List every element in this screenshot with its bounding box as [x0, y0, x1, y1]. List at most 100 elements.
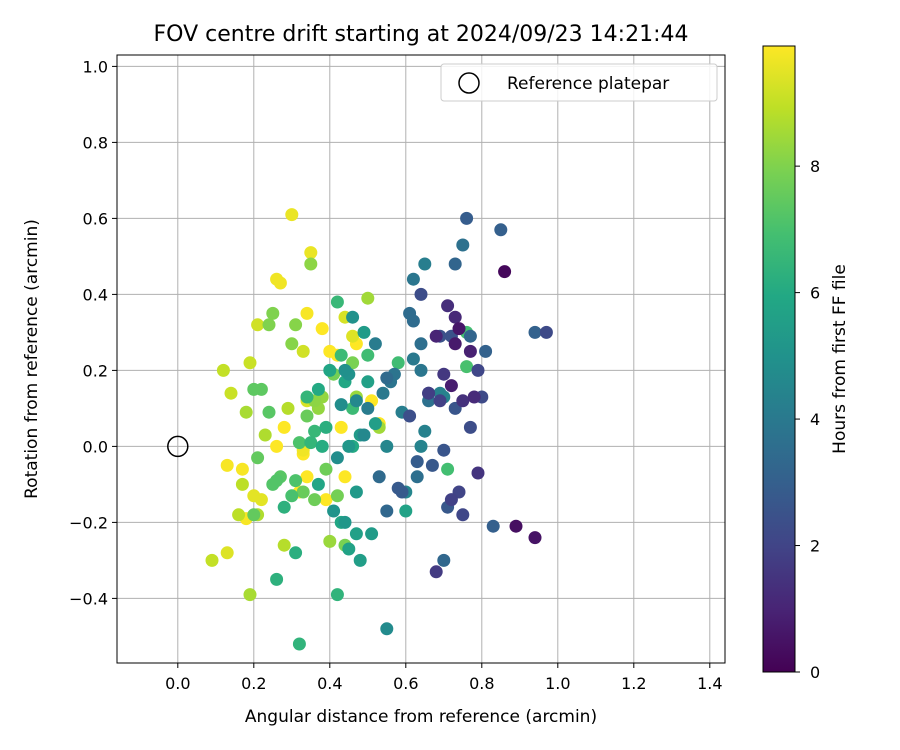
data-point — [205, 553, 219, 567]
data-point — [266, 306, 280, 320]
data-point — [342, 439, 356, 453]
x-tick-label: 1.0 — [545, 674, 570, 693]
x-axis-ticks: 0.0 0.2 0.4 0.6 0.8 1.0 1.2 1.4 — [165, 663, 723, 693]
data-point — [448, 257, 462, 271]
data-point — [258, 428, 272, 442]
data-point — [323, 363, 337, 377]
data-point — [441, 299, 455, 313]
data-point — [327, 504, 341, 518]
data-point — [330, 588, 344, 602]
data-point — [285, 337, 299, 351]
data-point — [277, 500, 291, 514]
data-point — [270, 572, 284, 586]
data-point — [338, 470, 352, 484]
data-point — [414, 337, 428, 351]
data-point — [349, 485, 363, 499]
data-point — [365, 527, 379, 541]
data-point — [391, 356, 405, 370]
x-tick-label: 0.4 — [317, 674, 342, 693]
data-point — [471, 363, 485, 377]
data-point — [539, 325, 553, 339]
x-tick-label: 0.2 — [241, 674, 266, 693]
x-tick-label: 0.8 — [469, 674, 494, 693]
data-point — [414, 363, 428, 377]
data-point — [414, 287, 428, 301]
data-point — [292, 436, 306, 450]
data-point — [262, 405, 276, 419]
data-point — [220, 458, 234, 472]
data-point — [315, 439, 329, 453]
data-point — [467, 390, 481, 404]
data-point — [251, 318, 265, 332]
data-point — [270, 474, 284, 488]
y-tick-label: 0.4 — [83, 285, 108, 304]
data-point — [334, 398, 348, 412]
data-point — [456, 394, 470, 408]
y-tick-label: 0.2 — [83, 361, 108, 380]
data-point — [216, 363, 230, 377]
legend-marker-icon — [458, 72, 480, 94]
plot-frame — [116, 54, 726, 664]
x-tick-label: 0.6 — [393, 674, 418, 693]
data-point — [406, 352, 420, 366]
data-point — [486, 519, 500, 533]
data-point — [247, 508, 261, 522]
data-point — [380, 622, 394, 636]
colorbar-tick-label: 8 — [810, 157, 820, 176]
data-point — [456, 508, 470, 522]
data-point — [239, 405, 253, 419]
data-point — [285, 208, 299, 222]
data-point — [273, 276, 287, 290]
data-point — [262, 318, 276, 332]
data-point — [494, 223, 508, 237]
data-point — [361, 375, 375, 389]
y-tick-label: −0.4 — [69, 589, 108, 608]
colorbar-tick-label: 6 — [810, 284, 820, 303]
data-point — [235, 462, 249, 476]
data-point — [528, 531, 542, 545]
data-point — [471, 466, 485, 480]
data-point — [437, 367, 451, 381]
data-point — [433, 394, 447, 408]
data-point — [285, 489, 299, 503]
data-point — [277, 538, 291, 552]
data-point — [296, 485, 310, 499]
data-point — [311, 382, 325, 396]
data-point — [406, 314, 420, 328]
data-point — [509, 519, 523, 533]
y-axis-ticks: −0.4 −0.2 0.0 0.2 0.4 0.6 0.8 1.0 — [69, 57, 117, 608]
data-point — [444, 379, 458, 393]
data-point — [418, 257, 432, 271]
data-point — [319, 462, 333, 476]
data-point — [372, 470, 386, 484]
data-point — [334, 348, 348, 362]
data-points — [205, 208, 553, 651]
data-point — [361, 401, 375, 415]
data-point — [270, 439, 284, 453]
colorbar-tick-label: 0 — [810, 663, 820, 682]
data-point — [308, 424, 322, 438]
data-point — [463, 329, 477, 343]
data-point — [410, 455, 424, 469]
data-point — [448, 337, 462, 351]
data-point — [528, 325, 542, 339]
chart-title: FOV centre drift starting at 2024/09/23 … — [154, 22, 689, 47]
data-point — [292, 637, 306, 651]
data-point — [479, 344, 493, 358]
data-point — [353, 553, 367, 567]
legend-entry-reference: Reference platepar — [507, 74, 669, 94]
data-point — [224, 386, 238, 400]
data-point — [441, 462, 455, 476]
data-point — [380, 439, 394, 453]
legend: Reference platepar — [440, 63, 718, 102]
data-point — [232, 508, 246, 522]
data-point — [399, 504, 413, 518]
data-point — [338, 515, 352, 529]
y-tick-label: 1.0 — [83, 57, 108, 76]
data-point — [410, 470, 424, 484]
data-point — [444, 493, 458, 507]
data-point — [247, 382, 261, 396]
data-point — [452, 322, 466, 336]
data-point — [243, 356, 257, 370]
